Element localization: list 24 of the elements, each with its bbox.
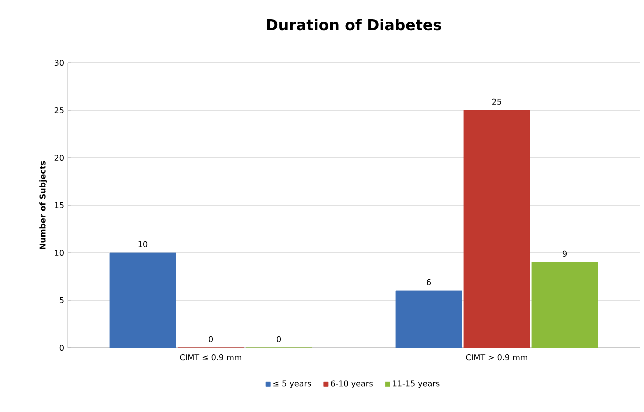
- y-tick-label: 30: [54, 60, 64, 66]
- bar: [532, 262, 598, 348]
- chart-title: Duration of Diabetes: [267, 19, 442, 31]
- data-label: 6: [427, 279, 432, 286]
- legend-label: 6-10 years: [331, 380, 373, 388]
- y-tick-label: 10: [55, 250, 64, 256]
- bar: [464, 110, 530, 348]
- data-label: 0: [208, 336, 214, 342]
- y-tick-label: 20: [54, 154, 64, 162]
- y-tick-label: 5: [60, 298, 64, 304]
- bar: [396, 290, 462, 348]
- legend-label: 11-15 years: [393, 380, 440, 388]
- data-label: 9: [562, 250, 567, 257]
- legend-label: ≤ 5 years: [274, 380, 312, 388]
- x-tick-label: CIMT ≤ 0.9 mm: [180, 354, 242, 361]
- bar: [110, 252, 176, 348]
- y-tick-label: 15: [55, 202, 64, 208]
- data-label: 10: [138, 241, 148, 248]
- y-axis-title: Number of Subjects: [40, 161, 48, 250]
- x-tick-label: CIMT > 0.9 mm: [466, 354, 528, 361]
- y-tick-label: 0: [60, 344, 64, 352]
- data-label: 25: [492, 98, 502, 105]
- data-label: 0: [276, 336, 282, 342]
- y-tick-label: 25: [54, 107, 64, 114]
